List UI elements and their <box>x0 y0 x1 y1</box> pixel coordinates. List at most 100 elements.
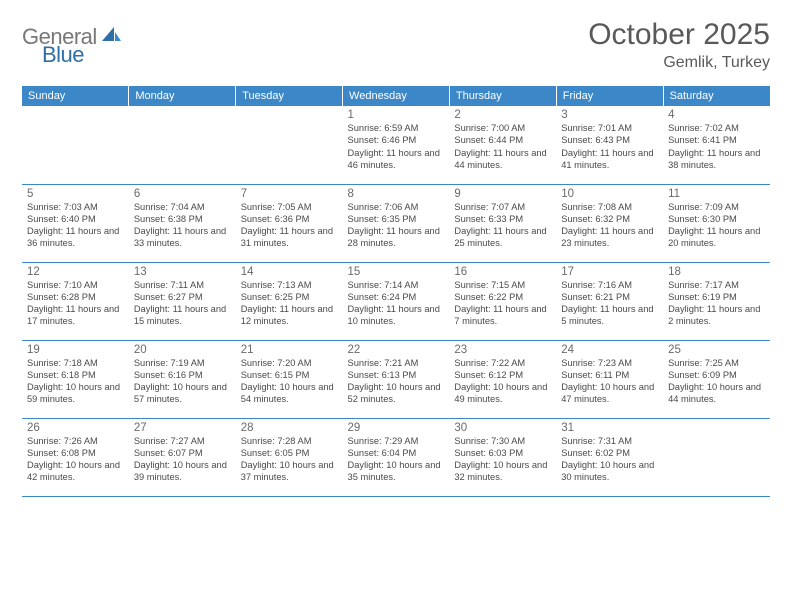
day-number: 14 <box>241 266 338 278</box>
day-info: Sunrise: 7:02 AMSunset: 6:41 PMDaylight:… <box>668 122 765 171</box>
calendar-cell: 18Sunrise: 7:17 AMSunset: 6:19 PMDayligh… <box>663 262 770 340</box>
calendar-cell: 22Sunrise: 7:21 AMSunset: 6:13 PMDayligh… <box>343 340 450 418</box>
calendar-cell: 6Sunrise: 7:04 AMSunset: 6:38 PMDaylight… <box>129 184 236 262</box>
header: General October 2025 Gemlik, Turkey <box>22 18 770 72</box>
title-block: October 2025 Gemlik, Turkey <box>588 18 770 72</box>
day-number: 10 <box>561 188 658 200</box>
calendar-cell: 27Sunrise: 7:27 AMSunset: 6:07 PMDayligh… <box>129 418 236 496</box>
calendar-cell: 30Sunrise: 7:30 AMSunset: 6:03 PMDayligh… <box>449 418 556 496</box>
month-title: October 2025 <box>588 18 770 52</box>
day-info: Sunrise: 7:05 AMSunset: 6:36 PMDaylight:… <box>241 201 338 250</box>
day-number: 7 <box>241 188 338 200</box>
day-info: Sunrise: 7:23 AMSunset: 6:11 PMDaylight:… <box>561 357 658 406</box>
day-info: Sunrise: 7:30 AMSunset: 6:03 PMDaylight:… <box>454 435 551 484</box>
day-number: 6 <box>134 188 231 200</box>
day-info: Sunrise: 7:17 AMSunset: 6:19 PMDaylight:… <box>668 279 765 328</box>
day-info: Sunrise: 7:11 AMSunset: 6:27 PMDaylight:… <box>134 279 231 328</box>
calendar-cell: 4Sunrise: 7:02 AMSunset: 6:41 PMDaylight… <box>663 106 770 184</box>
calendar-cell: 20Sunrise: 7:19 AMSunset: 6:16 PMDayligh… <box>129 340 236 418</box>
calendar-cell: 19Sunrise: 7:18 AMSunset: 6:18 PMDayligh… <box>22 340 129 418</box>
calendar-row: 26Sunrise: 7:26 AMSunset: 6:08 PMDayligh… <box>22 418 770 496</box>
calendar-cell: 7Sunrise: 7:05 AMSunset: 6:36 PMDaylight… <box>236 184 343 262</box>
calendar-cell: 21Sunrise: 7:20 AMSunset: 6:15 PMDayligh… <box>236 340 343 418</box>
calendar-row: 12Sunrise: 7:10 AMSunset: 6:28 PMDayligh… <box>22 262 770 340</box>
day-number: 28 <box>241 422 338 434</box>
weekday-header: Sunday <box>22 86 129 106</box>
calendar-cell <box>129 106 236 184</box>
day-info: Sunrise: 7:00 AMSunset: 6:44 PMDaylight:… <box>454 122 551 171</box>
calendar-cell: 9Sunrise: 7:07 AMSunset: 6:33 PMDaylight… <box>449 184 556 262</box>
day-number: 18 <box>668 266 765 278</box>
calendar-cell: 5Sunrise: 7:03 AMSunset: 6:40 PMDaylight… <box>22 184 129 262</box>
day-number: 24 <box>561 344 658 356</box>
calendar-cell: 13Sunrise: 7:11 AMSunset: 6:27 PMDayligh… <box>129 262 236 340</box>
day-number: 22 <box>348 344 445 356</box>
day-number: 26 <box>27 422 124 434</box>
day-info: Sunrise: 7:09 AMSunset: 6:30 PMDaylight:… <box>668 201 765 250</box>
day-number: 17 <box>561 266 658 278</box>
day-number: 4 <box>668 109 765 121</box>
day-number: 2 <box>454 109 551 121</box>
day-info: Sunrise: 7:27 AMSunset: 6:07 PMDaylight:… <box>134 435 231 484</box>
day-number: 27 <box>134 422 231 434</box>
calendar-cell: 11Sunrise: 7:09 AMSunset: 6:30 PMDayligh… <box>663 184 770 262</box>
day-info: Sunrise: 7:06 AMSunset: 6:35 PMDaylight:… <box>348 201 445 250</box>
calendar-cell: 15Sunrise: 7:14 AMSunset: 6:24 PMDayligh… <box>343 262 450 340</box>
logo-sub: Blue <box>42 42 84 68</box>
day-number: 3 <box>561 109 658 121</box>
day-info: Sunrise: 7:20 AMSunset: 6:15 PMDaylight:… <box>241 357 338 406</box>
calendar-cell <box>663 418 770 496</box>
calendar-cell: 3Sunrise: 7:01 AMSunset: 6:43 PMDaylight… <box>556 106 663 184</box>
weekday-header: Tuesday <box>236 86 343 106</box>
day-number: 9 <box>454 188 551 200</box>
calendar-row: 1Sunrise: 6:59 AMSunset: 6:46 PMDaylight… <box>22 106 770 184</box>
weekday-header: Wednesday <box>343 86 450 106</box>
calendar-row: 19Sunrise: 7:18 AMSunset: 6:18 PMDayligh… <box>22 340 770 418</box>
day-info: Sunrise: 7:07 AMSunset: 6:33 PMDaylight:… <box>454 201 551 250</box>
weekday-header: Saturday <box>663 86 770 106</box>
day-info: Sunrise: 7:31 AMSunset: 6:02 PMDaylight:… <box>561 435 658 484</box>
calendar-cell: 16Sunrise: 7:15 AMSunset: 6:22 PMDayligh… <box>449 262 556 340</box>
location: Gemlik, Turkey <box>588 54 770 72</box>
day-number: 19 <box>27 344 124 356</box>
calendar-row: 5Sunrise: 7:03 AMSunset: 6:40 PMDaylight… <box>22 184 770 262</box>
day-number: 29 <box>348 422 445 434</box>
day-number: 15 <box>348 266 445 278</box>
day-info: Sunrise: 7:13 AMSunset: 6:25 PMDaylight:… <box>241 279 338 328</box>
day-info: Sunrise: 7:10 AMSunset: 6:28 PMDaylight:… <box>27 279 124 328</box>
weekday-header-row: SundayMondayTuesdayWednesdayThursdayFrid… <box>22 86 770 106</box>
calendar-body: 1Sunrise: 6:59 AMSunset: 6:46 PMDaylight… <box>22 106 770 496</box>
day-info: Sunrise: 7:03 AMSunset: 6:40 PMDaylight:… <box>27 201 124 250</box>
calendar-cell: 29Sunrise: 7:29 AMSunset: 6:04 PMDayligh… <box>343 418 450 496</box>
day-info: Sunrise: 7:26 AMSunset: 6:08 PMDaylight:… <box>27 435 124 484</box>
day-info: Sunrise: 7:08 AMSunset: 6:32 PMDaylight:… <box>561 201 658 250</box>
day-info: Sunrise: 7:14 AMSunset: 6:24 PMDaylight:… <box>348 279 445 328</box>
day-number: 8 <box>348 188 445 200</box>
day-info: Sunrise: 6:59 AMSunset: 6:46 PMDaylight:… <box>348 122 445 171</box>
logo-sail-icon <box>101 26 123 49</box>
day-info: Sunrise: 7:22 AMSunset: 6:12 PMDaylight:… <box>454 357 551 406</box>
day-number: 25 <box>668 344 765 356</box>
calendar-cell: 23Sunrise: 7:22 AMSunset: 6:12 PMDayligh… <box>449 340 556 418</box>
day-number: 16 <box>454 266 551 278</box>
day-info: Sunrise: 7:15 AMSunset: 6:22 PMDaylight:… <box>454 279 551 328</box>
weekday-header: Thursday <box>449 86 556 106</box>
day-number: 30 <box>454 422 551 434</box>
calendar-cell: 2Sunrise: 7:00 AMSunset: 6:44 PMDaylight… <box>449 106 556 184</box>
calendar-cell: 12Sunrise: 7:10 AMSunset: 6:28 PMDayligh… <box>22 262 129 340</box>
calendar-cell: 14Sunrise: 7:13 AMSunset: 6:25 PMDayligh… <box>236 262 343 340</box>
calendar-cell: 25Sunrise: 7:25 AMSunset: 6:09 PMDayligh… <box>663 340 770 418</box>
calendar-cell <box>22 106 129 184</box>
day-info: Sunrise: 7:16 AMSunset: 6:21 PMDaylight:… <box>561 279 658 328</box>
calendar-cell: 24Sunrise: 7:23 AMSunset: 6:11 PMDayligh… <box>556 340 663 418</box>
calendar-cell: 28Sunrise: 7:28 AMSunset: 6:05 PMDayligh… <box>236 418 343 496</box>
calendar-cell: 10Sunrise: 7:08 AMSunset: 6:32 PMDayligh… <box>556 184 663 262</box>
day-number: 11 <box>668 188 765 200</box>
calendar-cell: 31Sunrise: 7:31 AMSunset: 6:02 PMDayligh… <box>556 418 663 496</box>
day-number: 21 <box>241 344 338 356</box>
day-info: Sunrise: 7:21 AMSunset: 6:13 PMDaylight:… <box>348 357 445 406</box>
calendar-table: SundayMondayTuesdayWednesdayThursdayFrid… <box>22 86 770 497</box>
calendar-cell: 1Sunrise: 6:59 AMSunset: 6:46 PMDaylight… <box>343 106 450 184</box>
day-number: 12 <box>27 266 124 278</box>
day-info: Sunrise: 7:18 AMSunset: 6:18 PMDaylight:… <box>27 357 124 406</box>
